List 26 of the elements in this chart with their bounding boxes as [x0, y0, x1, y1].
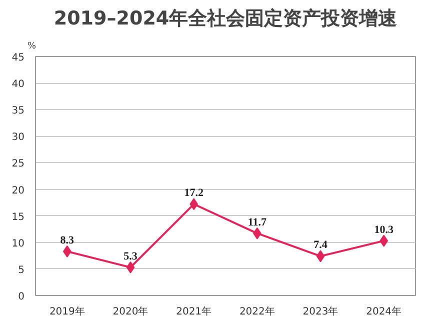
data-label: 8.3: [60, 234, 75, 246]
y-tick-label: 5: [18, 264, 25, 276]
data-label: 11.7: [248, 216, 267, 228]
point: [126, 261, 135, 274]
x-tick-label: 2022年: [239, 306, 275, 318]
y-axis-title: %: [28, 42, 36, 52]
data-label: 5.3: [124, 250, 138, 262]
x-tick-label: 2019年: [49, 306, 85, 318]
y-tick-label: 45: [12, 52, 25, 64]
data-label: 7.4: [314, 239, 328, 252]
data-label: 10.3: [374, 224, 394, 236]
x-tick-label: 2020年: [112, 306, 148, 318]
x-tick-label: 2021年: [176, 306, 212, 318]
x-tick-label: 2023年: [302, 306, 338, 318]
y-tick-label: 40: [12, 79, 25, 90]
y-tick-label: 20: [12, 185, 25, 196]
chart-title: 2019–2024年全社会固定资产投资增速: [54, 8, 398, 30]
point: [316, 250, 325, 262]
y-tick-label: 15: [12, 212, 25, 223]
x-tick-label: 2024年: [366, 306, 402, 318]
y-tick-label: 10: [12, 238, 25, 250]
y-tick-label: 35: [12, 106, 25, 117]
y-tick-label: 25: [12, 158, 25, 170]
y-tick-label: 0: [18, 292, 25, 302]
y-tick-label: 30: [12, 132, 25, 144]
data-label: 17.2: [184, 187, 204, 200]
